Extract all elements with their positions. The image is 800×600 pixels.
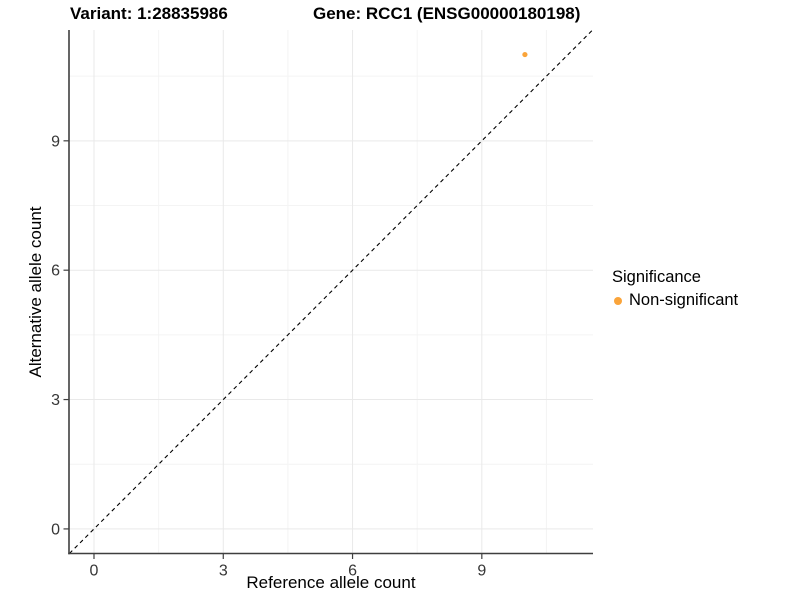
- legend-item: Non-significant: [611, 291, 738, 310]
- legend-point-icon: [614, 296, 622, 305]
- plot-title-gene: Gene: RCC1 (ENSG00000180198): [313, 4, 581, 23]
- x-tick-label: 3: [219, 563, 228, 580]
- x-tick-label: 6: [348, 563, 357, 580]
- x-tick-label: 0: [90, 563, 99, 580]
- y-axis-label: Alternative allele count: [26, 206, 45, 378]
- x-tick-label: 9: [477, 563, 486, 580]
- legend: Significance Non-significant: [611, 268, 738, 310]
- y-tick-label: 6: [51, 263, 60, 280]
- y-tick-label: 3: [51, 392, 60, 409]
- data-point: [522, 51, 528, 58]
- legend-item-label: Non-significant: [629, 291, 739, 309]
- x-axis-label: Reference allele count: [246, 573, 416, 592]
- plot-title-variant: Variant: 1:28835986: [70, 4, 228, 23]
- identity-line: [69, 29, 593, 554]
- y-tick-label: 9: [51, 133, 60, 150]
- y-tick-label: 0: [51, 521, 60, 538]
- legend-title: Significance: [612, 268, 701, 286]
